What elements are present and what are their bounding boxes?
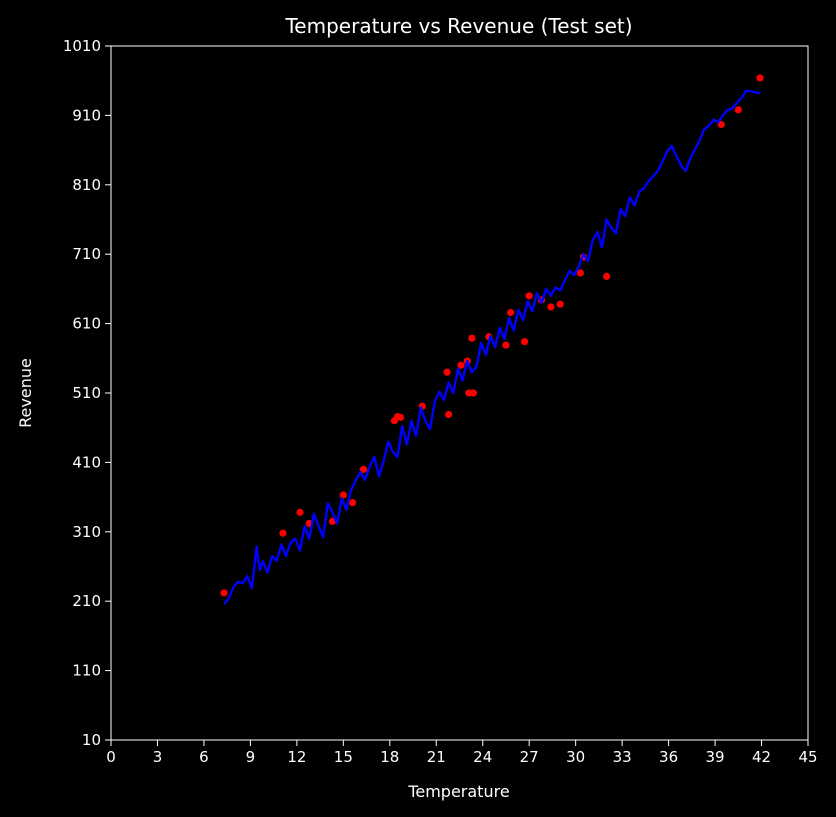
data-point <box>349 499 357 507</box>
data-point <box>443 368 451 376</box>
x-tick-label: 36 <box>659 748 678 766</box>
data-point <box>756 74 764 82</box>
x-tick-label: 9 <box>246 748 256 766</box>
x-axis-label: Temperature <box>407 782 509 801</box>
y-tick-label: 10 <box>82 731 101 749</box>
data-point <box>468 334 476 342</box>
x-tick-label: 12 <box>287 748 306 766</box>
x-tick-label: 24 <box>473 748 492 766</box>
data-point <box>296 508 304 516</box>
x-tick-label: 30 <box>566 748 585 766</box>
x-tick-label: 3 <box>153 748 163 766</box>
data-point <box>502 341 510 349</box>
x-tick-label: 45 <box>798 748 817 766</box>
y-tick-label: 910 <box>72 106 101 124</box>
data-point <box>507 308 515 317</box>
data-point <box>556 300 564 308</box>
y-tick-label: 610 <box>72 315 101 333</box>
data-point <box>339 491 347 499</box>
data-point <box>469 389 478 397</box>
x-tick-label: 0 <box>106 748 116 766</box>
x-tick-label: 21 <box>427 748 446 766</box>
scatter-series <box>220 74 764 597</box>
data-point <box>359 465 368 473</box>
y-tick-label: 310 <box>72 523 101 541</box>
data-point <box>603 272 611 281</box>
y-tick-label: 510 <box>72 384 101 402</box>
x-tick-label: 42 <box>752 748 771 766</box>
data-point <box>576 269 584 277</box>
data-point <box>445 410 453 419</box>
x-tick-label: 39 <box>706 748 725 766</box>
data-point <box>397 413 405 421</box>
x-tick-label: 33 <box>613 748 632 766</box>
chart-title: Temperature vs Revenue (Test set) <box>284 14 632 38</box>
x-tick-label: 15 <box>334 748 353 766</box>
data-point <box>457 361 465 369</box>
y-tick-label: 110 <box>72 662 101 680</box>
data-point <box>734 106 742 114</box>
data-point <box>520 338 529 346</box>
data-point <box>220 589 228 597</box>
y-tick-label: 410 <box>72 453 101 471</box>
plot-area: 0 3 6 9 12 15 18 21 24 27 30 33 36 39 42 45101102103104… <box>63 37 818 766</box>
x-tick-label: 27 <box>520 748 539 766</box>
data-point <box>279 529 287 537</box>
prediction-line <box>223 89 761 605</box>
y-tick-label: 210 <box>72 592 101 610</box>
data-point <box>525 292 533 300</box>
x-tick-label: 18 <box>380 748 399 766</box>
y-axis-label: Revenue <box>16 358 35 428</box>
data-point <box>717 120 725 129</box>
y-tick-label: 810 <box>72 176 101 194</box>
x-tick-label: 6 <box>199 748 209 766</box>
y-tick-label: 710 <box>72 245 101 263</box>
y-tick-label: 1010 <box>63 37 101 55</box>
data-point <box>547 303 555 311</box>
